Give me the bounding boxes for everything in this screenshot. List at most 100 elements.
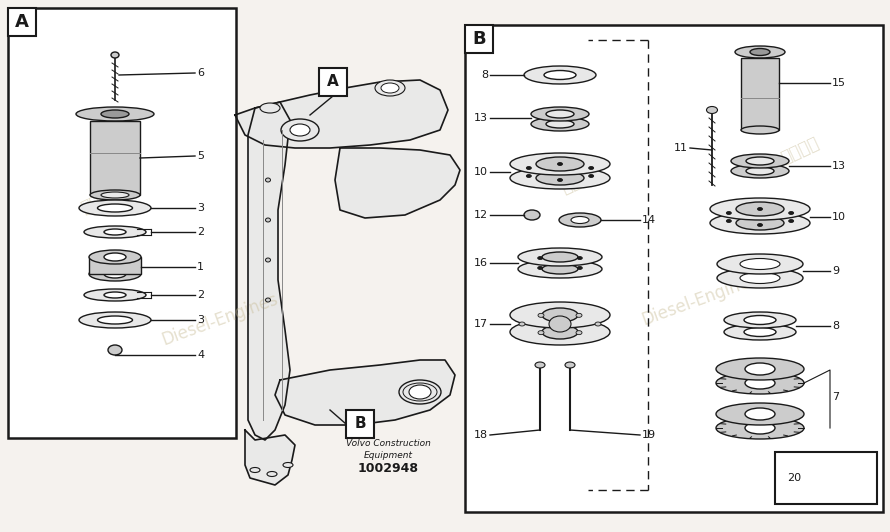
Ellipse shape <box>524 66 596 84</box>
Text: 13: 13 <box>832 161 846 171</box>
Text: 3: 3 <box>197 203 204 213</box>
Ellipse shape <box>111 52 119 58</box>
Ellipse shape <box>542 325 578 339</box>
Text: 13: 13 <box>474 113 488 123</box>
Text: Diesel-Engines: Diesel-Engines <box>639 271 761 329</box>
Text: 18: 18 <box>473 430 488 440</box>
Ellipse shape <box>724 324 796 340</box>
Ellipse shape <box>716 403 804 425</box>
Ellipse shape <box>104 292 126 298</box>
Ellipse shape <box>829 473 845 483</box>
Ellipse shape <box>588 174 594 178</box>
Ellipse shape <box>576 331 582 335</box>
Ellipse shape <box>98 204 133 212</box>
Ellipse shape <box>746 157 774 165</box>
Ellipse shape <box>526 174 531 178</box>
Ellipse shape <box>557 162 562 165</box>
Ellipse shape <box>546 110 574 118</box>
Text: A: A <box>15 13 29 31</box>
Polygon shape <box>248 102 290 440</box>
Ellipse shape <box>745 422 775 434</box>
Ellipse shape <box>744 328 776 337</box>
Ellipse shape <box>716 372 804 394</box>
Ellipse shape <box>535 362 545 368</box>
Text: A: A <box>328 74 339 89</box>
Text: 柴发动力: 柴发动力 <box>778 134 822 167</box>
Ellipse shape <box>745 377 775 389</box>
Ellipse shape <box>375 80 405 96</box>
Text: 10: 10 <box>832 212 846 222</box>
Ellipse shape <box>595 322 601 326</box>
Text: 19: 19 <box>642 430 656 440</box>
Ellipse shape <box>538 267 543 269</box>
Ellipse shape <box>79 312 151 328</box>
Ellipse shape <box>717 268 803 288</box>
Text: 16: 16 <box>474 258 488 268</box>
Ellipse shape <box>524 210 540 220</box>
Text: 4: 4 <box>197 350 204 360</box>
Ellipse shape <box>79 200 151 216</box>
Text: 柴发动力: 柴发动力 <box>78 184 122 217</box>
Polygon shape <box>335 148 460 218</box>
Ellipse shape <box>531 117 589 131</box>
Ellipse shape <box>89 267 141 281</box>
Text: 6: 6 <box>197 68 204 78</box>
Ellipse shape <box>588 167 594 170</box>
Text: 14: 14 <box>642 215 656 225</box>
Ellipse shape <box>536 171 584 185</box>
Text: 7: 7 <box>832 393 839 403</box>
Ellipse shape <box>542 308 578 322</box>
Ellipse shape <box>746 167 774 175</box>
Ellipse shape <box>519 322 525 326</box>
Ellipse shape <box>381 83 399 93</box>
Ellipse shape <box>90 190 140 200</box>
Bar <box>319 68 347 96</box>
Ellipse shape <box>757 223 763 227</box>
Ellipse shape <box>740 272 780 284</box>
Ellipse shape <box>736 202 784 216</box>
Ellipse shape <box>717 254 803 274</box>
Text: 11: 11 <box>674 143 688 153</box>
Ellipse shape <box>409 385 431 399</box>
Text: 8: 8 <box>481 70 488 80</box>
Bar <box>775 452 877 504</box>
Polygon shape <box>235 80 448 148</box>
Text: Diesel-Engines: Diesel-Engines <box>159 290 280 350</box>
Ellipse shape <box>108 345 122 355</box>
Ellipse shape <box>84 226 146 238</box>
Ellipse shape <box>557 179 562 181</box>
Text: Equipment: Equipment <box>363 452 412 461</box>
Bar <box>465 25 493 53</box>
Text: 17: 17 <box>473 319 488 329</box>
Ellipse shape <box>707 106 717 113</box>
Ellipse shape <box>510 319 610 345</box>
Ellipse shape <box>549 316 571 332</box>
Ellipse shape <box>265 298 271 302</box>
Ellipse shape <box>538 256 543 260</box>
Ellipse shape <box>104 229 126 235</box>
Ellipse shape <box>736 216 784 230</box>
Ellipse shape <box>716 417 804 439</box>
Ellipse shape <box>571 217 589 223</box>
Text: 5: 5 <box>197 151 204 161</box>
Ellipse shape <box>89 250 141 264</box>
Ellipse shape <box>101 110 129 118</box>
Ellipse shape <box>820 469 854 487</box>
Bar <box>465 25 883 512</box>
Text: 3: 3 <box>197 315 204 325</box>
Ellipse shape <box>745 363 775 375</box>
Ellipse shape <box>101 192 129 198</box>
Ellipse shape <box>518 248 602 266</box>
Ellipse shape <box>542 252 578 262</box>
Ellipse shape <box>538 313 544 318</box>
Ellipse shape <box>104 253 126 261</box>
Bar <box>741 58 779 130</box>
Text: 柴发动力: 柴发动力 <box>558 163 602 197</box>
Ellipse shape <box>740 259 780 270</box>
Ellipse shape <box>745 408 775 420</box>
Ellipse shape <box>789 220 794 222</box>
Ellipse shape <box>260 103 280 113</box>
Text: B: B <box>473 30 486 48</box>
Ellipse shape <box>546 120 574 128</box>
Ellipse shape <box>76 107 154 121</box>
